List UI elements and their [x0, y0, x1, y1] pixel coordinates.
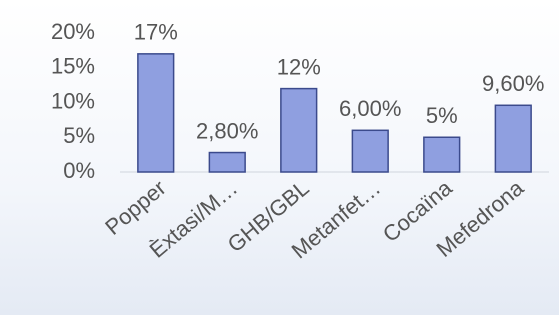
y-tick-label: 5% [63, 123, 95, 148]
value-label: 12% [277, 54, 321, 79]
bar [352, 130, 388, 172]
bar [138, 54, 174, 172]
bar [424, 137, 460, 172]
y-tick-label: 15% [51, 54, 95, 79]
value-label: 6,00% [339, 96, 401, 121]
value-label: 17% [134, 20, 178, 45]
chart: 0%5%10%15%20%Popper17%Èxtasi/M…2,80%GHB/… [0, 0, 559, 315]
value-label: 5% [426, 103, 458, 128]
bar [495, 105, 531, 172]
bar [209, 153, 245, 172]
y-tick-label: 20% [51, 19, 95, 44]
y-tick-label: 0% [63, 158, 95, 183]
value-label: 2,80% [196, 118, 258, 143]
value-label: 9,60% [482, 71, 544, 96]
bar [281, 89, 317, 172]
y-tick-label: 10% [51, 88, 95, 113]
page: 0%5%10%15%20%Popper17%Èxtasi/M…2,80%GHB/… [0, 0, 559, 315]
